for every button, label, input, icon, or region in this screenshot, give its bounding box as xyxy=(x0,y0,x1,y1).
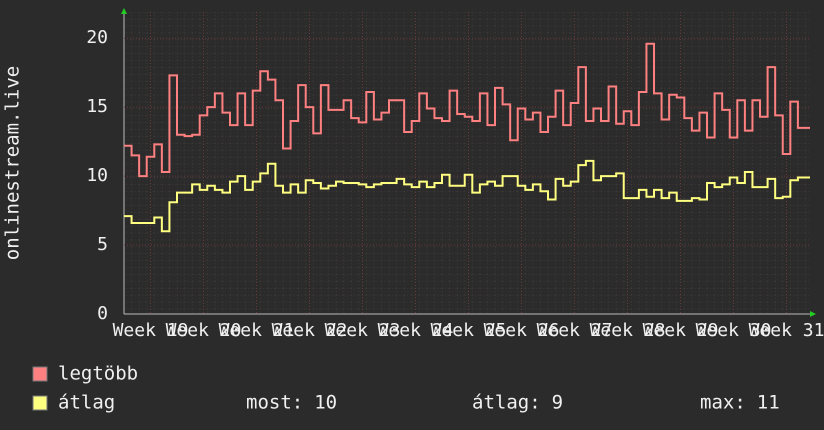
x-tick-label: Week 24 xyxy=(378,320,454,341)
x-axis-arrow xyxy=(810,311,816,317)
x-tick-label: Week 19 xyxy=(113,320,189,341)
y-tick-label: 20 xyxy=(86,27,108,48)
legend-swatch xyxy=(32,366,48,382)
stat-label: max: xyxy=(700,392,746,414)
x-tick-label: Week 25 xyxy=(431,320,507,341)
x-tick-label: Week 22 xyxy=(272,320,348,341)
x-tick-label: Week 29 xyxy=(643,320,719,341)
minor-grid xyxy=(124,12,810,314)
x-tick-label: Week 28 xyxy=(590,320,666,341)
y-tick-label: 5 xyxy=(97,234,108,255)
x-tick-label: Week 21 xyxy=(219,320,295,341)
x-tick-label: Week 31 xyxy=(749,320,824,341)
x-tick-label: Week 23 xyxy=(325,320,401,341)
stat-value: 11 xyxy=(757,392,780,414)
series-line xyxy=(124,159,810,233)
y-axis-title: onlinestream.live xyxy=(2,66,24,260)
legend-label: átlag xyxy=(58,392,115,414)
legend-label: legtöbb xyxy=(58,363,138,385)
stat-value: 10 xyxy=(314,392,337,414)
x-tick-label: Week 27 xyxy=(537,320,613,341)
stat-value: 9 xyxy=(552,392,563,414)
x-tick-label: Week 20 xyxy=(166,320,242,341)
y-tick-label: 0 xyxy=(97,303,108,324)
x-tick-label: Week 26 xyxy=(484,320,560,341)
y-axis-arrow xyxy=(121,8,127,14)
legend-swatch xyxy=(32,395,48,411)
stat-label: átlag: xyxy=(472,392,541,414)
x-tick-label: Week 30 xyxy=(696,320,772,341)
y-tick-label: 10 xyxy=(86,165,108,186)
series-line xyxy=(124,42,810,178)
y-tick-label: 15 xyxy=(86,96,108,117)
stat-label: most: xyxy=(246,392,303,414)
